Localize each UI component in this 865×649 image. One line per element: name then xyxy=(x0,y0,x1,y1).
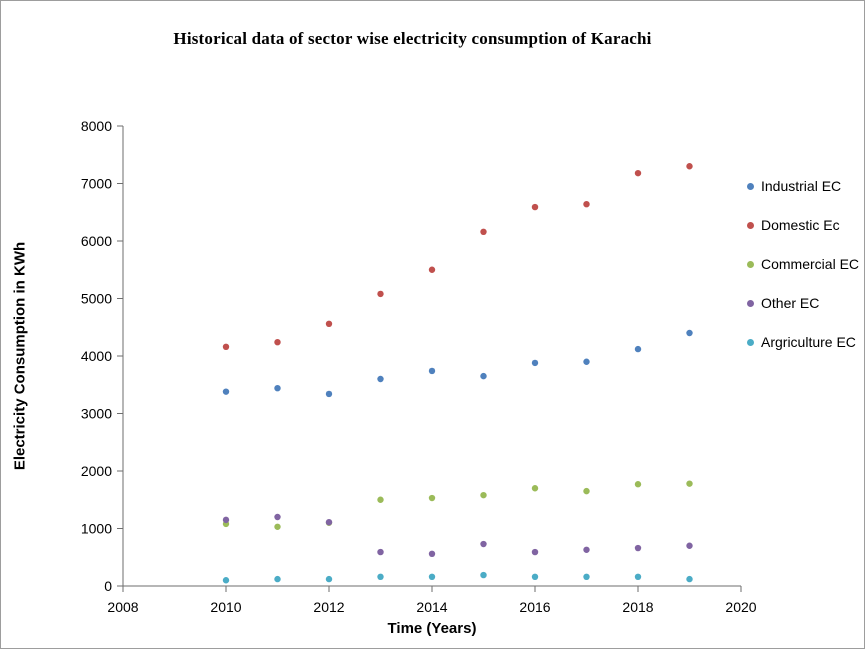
data-point xyxy=(583,573,590,580)
x-axis-title: Time (Years) xyxy=(387,620,477,637)
x-tick-label: 2016 xyxy=(519,599,550,615)
data-point xyxy=(583,358,590,365)
data-point xyxy=(634,544,642,552)
data-point xyxy=(428,494,436,502)
y-tick-label: 2000 xyxy=(81,463,112,479)
x-tick-label: 2020 xyxy=(725,599,756,615)
y-tick-label: 3000 xyxy=(81,406,112,422)
data-point xyxy=(480,491,487,499)
legend: Industrial EC Domestic Ec Commercial EC Oth… xyxy=(747,177,859,372)
legend-label: Argriculture EC xyxy=(761,334,856,350)
data-point xyxy=(634,573,642,580)
data-point xyxy=(686,163,693,170)
data-point xyxy=(686,575,693,583)
legend-item: Domestic Ec xyxy=(747,216,859,234)
data-point xyxy=(274,385,281,392)
data-point xyxy=(428,550,436,557)
legend-item: Argriculture EC xyxy=(747,333,859,351)
data-point xyxy=(274,575,281,583)
data-point xyxy=(377,548,384,556)
data-point xyxy=(634,345,642,353)
legend-marker-icon xyxy=(747,221,754,229)
data-point xyxy=(583,546,590,553)
data-point xyxy=(531,485,539,492)
data-point xyxy=(377,573,384,580)
data-point xyxy=(325,518,333,526)
y-tick-label: 4000 xyxy=(81,348,112,364)
legend-marker-icon xyxy=(747,299,754,307)
data-point xyxy=(377,375,384,383)
data-point xyxy=(480,372,487,380)
data-point xyxy=(428,573,436,580)
y-tick-label: 7000 xyxy=(81,176,112,192)
legend-item: Other EC xyxy=(747,294,859,312)
x-tick-label: 2008 xyxy=(107,599,138,615)
y-tick-label: 0 xyxy=(104,578,112,594)
legend-marker-icon xyxy=(747,182,754,190)
y-tick-label: 6000 xyxy=(81,233,112,249)
legend-label: Industrial EC xyxy=(761,178,842,194)
data-point xyxy=(274,339,281,346)
data-point xyxy=(325,390,333,398)
legend-marker-icon xyxy=(747,338,754,346)
data-point xyxy=(583,201,590,208)
data-point xyxy=(531,573,539,580)
data-point xyxy=(222,516,230,524)
y-tick-label: 8000 xyxy=(81,118,112,134)
data-point xyxy=(377,496,384,503)
data-point xyxy=(686,329,693,337)
x-tick-label: 2018 xyxy=(622,599,653,615)
data-point xyxy=(274,513,281,521)
data-point xyxy=(686,480,693,487)
data-point xyxy=(634,481,642,488)
data-point xyxy=(325,575,333,583)
legend-label: Domestic Ec xyxy=(761,217,840,233)
data-point xyxy=(428,367,436,375)
data-point xyxy=(428,266,436,273)
data-point xyxy=(531,548,539,556)
y-tick-label: 1000 xyxy=(81,521,112,537)
data-point xyxy=(686,542,693,549)
data-point xyxy=(222,577,230,584)
x-tick-label: 2014 xyxy=(416,599,447,615)
data-point xyxy=(480,571,487,579)
data-point xyxy=(480,540,487,548)
legend-item: Commercial EC xyxy=(747,255,859,273)
x-tick-label: 2012 xyxy=(313,599,344,615)
data-point xyxy=(274,523,281,530)
legend-label: Other EC xyxy=(761,295,820,311)
data-point xyxy=(222,388,230,395)
data-point xyxy=(480,228,487,235)
y-tick-label: 5000 xyxy=(81,291,112,307)
legend-label: Commercial EC xyxy=(761,256,860,272)
data-point xyxy=(634,169,642,177)
legend-item: Industrial EC xyxy=(747,177,859,195)
data-point xyxy=(222,343,230,350)
data-point xyxy=(583,487,590,495)
data-point xyxy=(325,320,333,327)
chart-title: Historical data of sector wise electrici… xyxy=(173,29,652,48)
data-point xyxy=(377,290,384,298)
data-point xyxy=(531,203,539,211)
x-tick-label: 2010 xyxy=(210,599,241,615)
legend-marker-icon xyxy=(747,260,754,268)
data-point xyxy=(531,359,539,367)
